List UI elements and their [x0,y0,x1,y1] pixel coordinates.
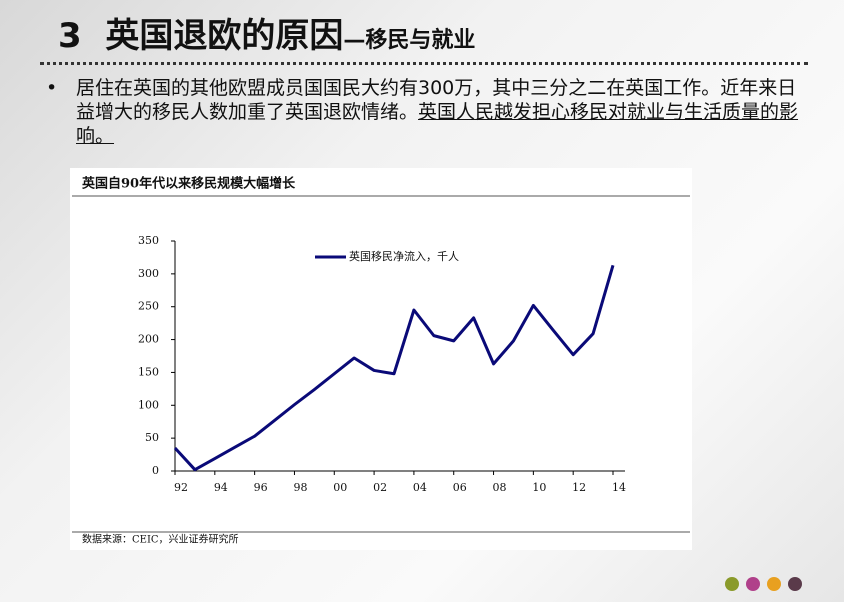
deco-dot [746,577,760,591]
x-tick-label: 96 [254,481,268,494]
bullet-dot: • [46,77,58,99]
bullet-underlined: 英国人民越发担心移民对就业与生活质量的影响。 [76,101,799,147]
y-tick-label: 150 [138,365,159,378]
chart-title: 英国自90年代以来移民规模大幅增长 [81,176,296,192]
heading-number: 3 [58,16,82,56]
x-tick-label: 12 [572,481,586,494]
legend-label: 英国移民净流入，千人 [349,249,459,263]
y-tick-label: 200 [138,333,159,346]
heading: 3 英国退欧的原因—移民与就业 [58,8,475,57]
x-tick-label: 02 [373,481,387,494]
x-tick-label: 10 [532,481,546,494]
chart-bg [70,168,692,550]
y-tick-label: 100 [138,398,159,411]
y-tick-label: 250 [138,300,159,313]
x-tick-label: 04 [413,481,427,494]
bullet-text: 居住在英国的其他欧盟成员国国民大约有300万，其中三分之二在英国工作。近年来日益… [76,77,797,123]
heading-title: 英国退欧的原因 [105,16,344,56]
x-tick-label: 98 [293,481,307,494]
x-tick-label: 08 [493,481,507,494]
y-tick-label: 50 [145,431,159,444]
x-tick-label: 06 [453,481,467,494]
chart: 英国自90年代以来移民规模大幅增长 数据来源：CEIC，兴业证券研究所 0 50 1… [70,168,692,550]
y-tick-label: 300 [138,267,159,280]
divider [40,62,808,65]
x-tick-label: 00 [333,481,347,494]
series-line [173,264,615,472]
y-tick-label: 0 [152,464,159,477]
source: 数据来源：CEIC，兴业证券研究所 [82,533,239,546]
x-tick-label: 94 [214,481,228,494]
deco-dot [788,577,802,591]
x-tick-label: 14 [612,481,626,494]
bullet: • 居住在英国的其他欧盟成员国国民大约有300万，其中三分之二在英国工作。近年来日… [46,76,806,148]
deco-dot [767,577,781,591]
x-tick-label: 92 [174,481,188,494]
deco-dot [725,577,739,591]
heading-subtitle: —移民与就业 [343,28,476,53]
deco-dots [725,577,802,591]
y-tick-label: 350 [138,234,159,247]
